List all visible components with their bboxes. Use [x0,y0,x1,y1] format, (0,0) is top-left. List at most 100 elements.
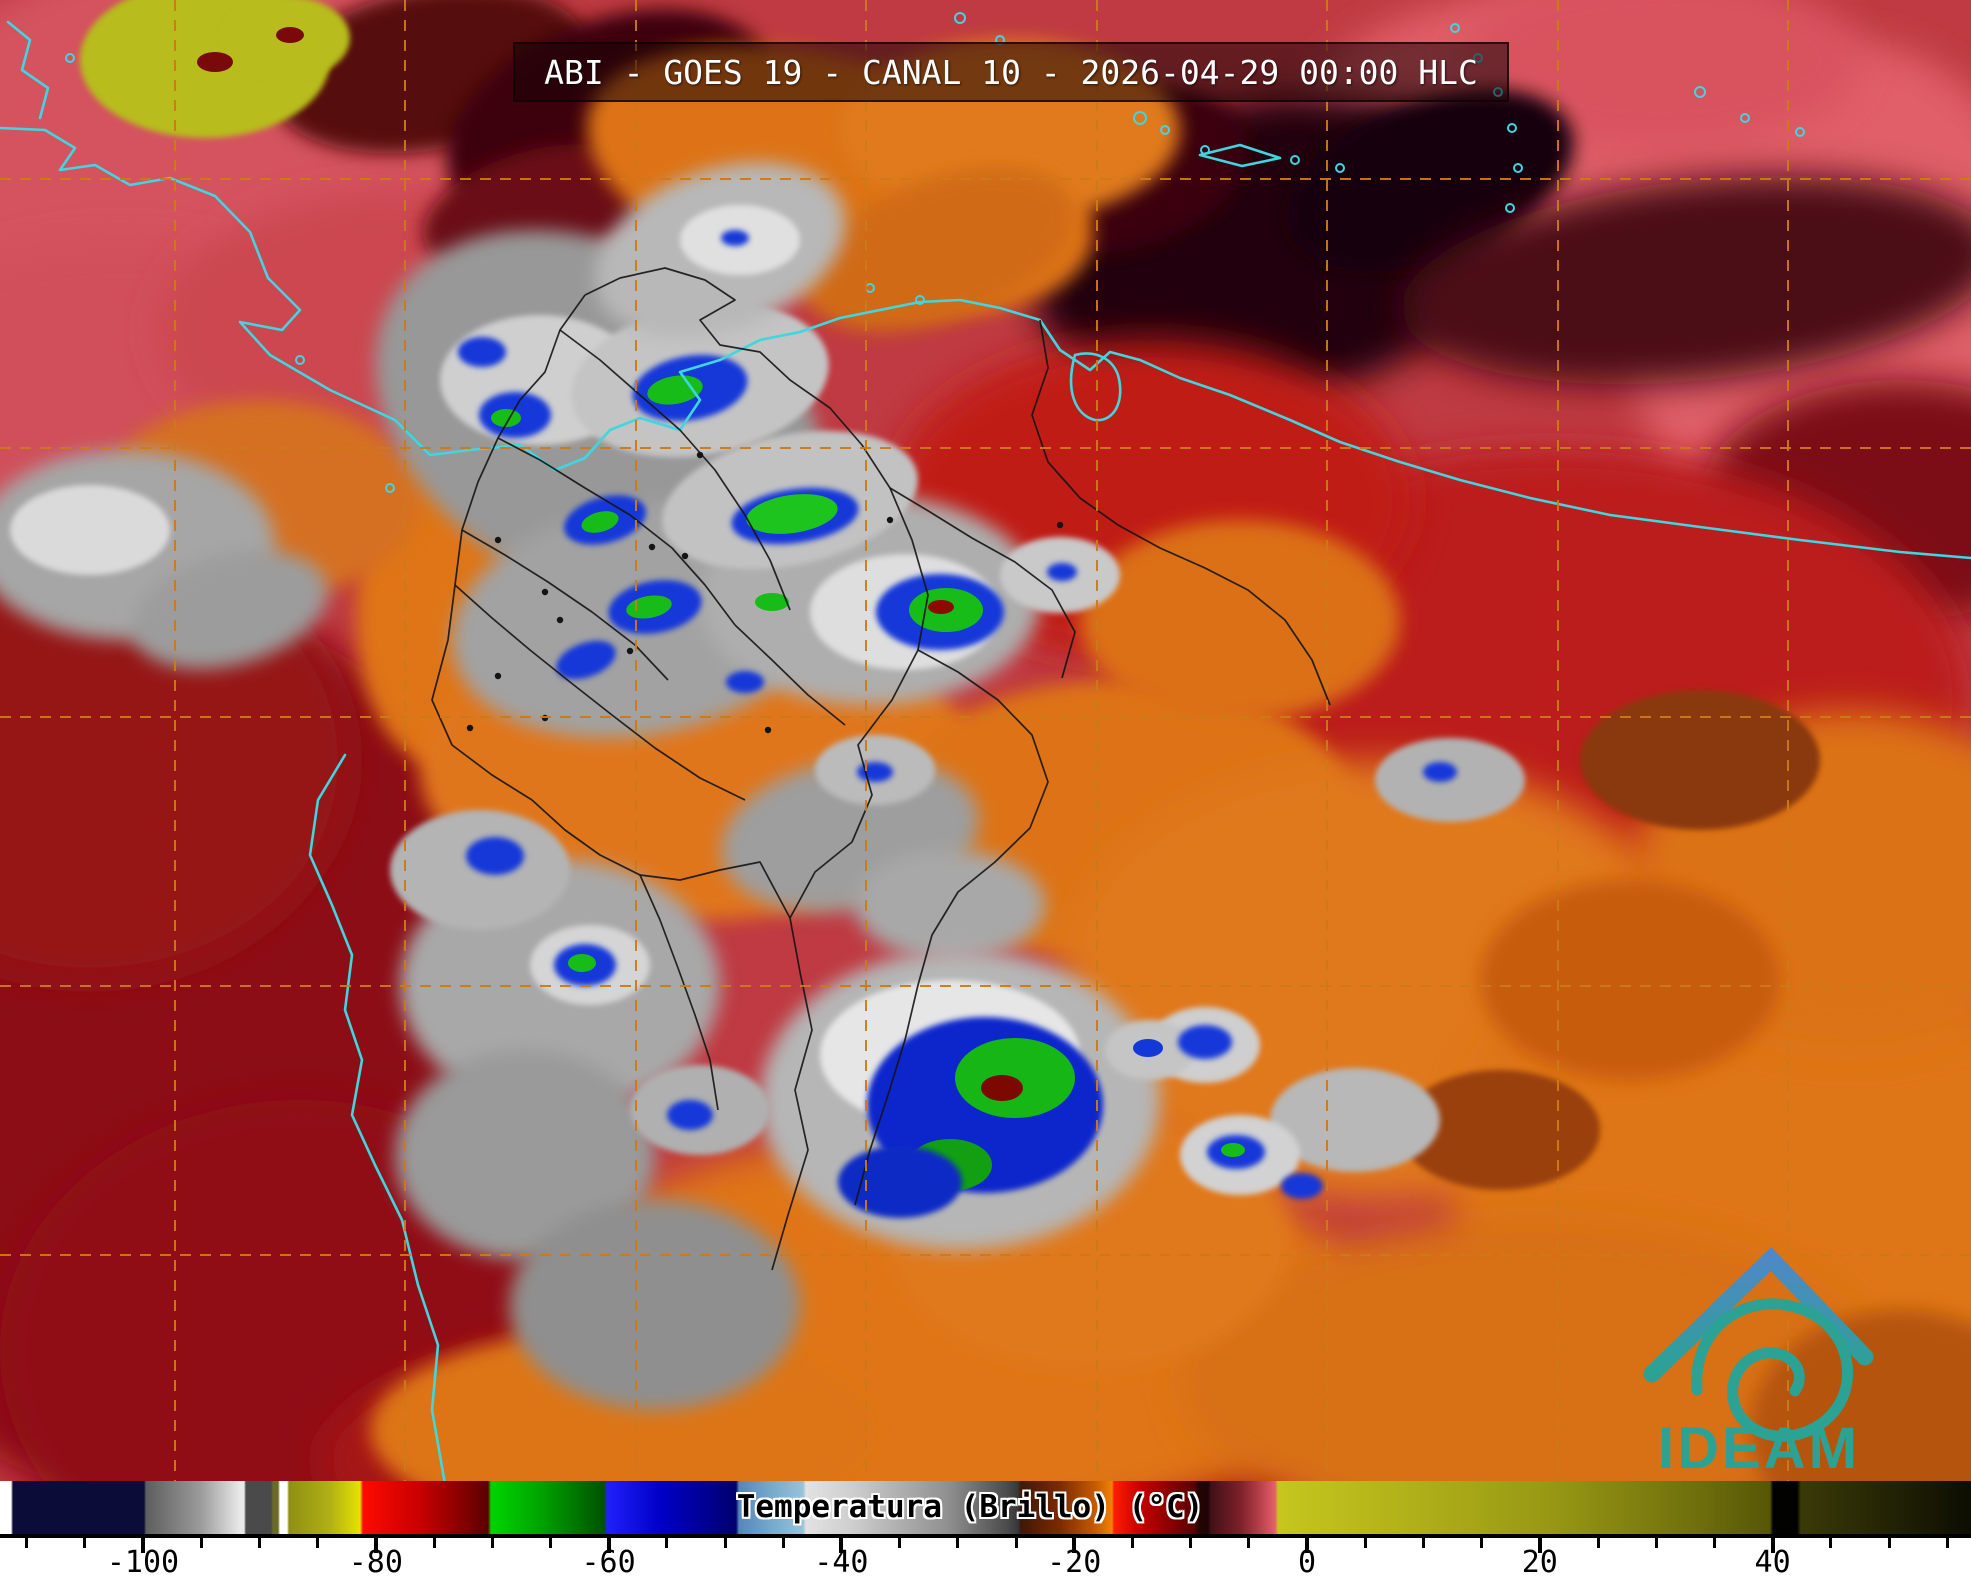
city-dot [541,588,549,596]
colorbar-minor-tick [1654,1538,1658,1548]
coastline [1069,352,1122,422]
country-border [454,584,746,801]
colorbar-minor-tick [432,1538,436,1548]
colorbar-major-tick [1537,1538,1542,1553]
island-outline [1200,145,1210,155]
colorbar-major-tick [839,1538,844,1553]
colorbar-major-tick [1072,1538,1077,1553]
city-dot [681,552,689,560]
cloud-blob [626,595,672,619]
coastline [1198,143,1282,168]
colorbar-major-tick [1305,1538,1309,1553]
cloud-blob [395,1050,655,1260]
city-dot [494,536,502,544]
colorbar-major-tick [373,1538,378,1553]
cloud-blob [1178,1025,1232,1059]
cloud-blob [197,52,233,72]
island-outline [65,53,75,63]
colorbar-minor-tick [548,1538,552,1548]
island-outline [1133,111,1147,125]
island-outline [915,295,925,305]
cloud-blob [726,671,764,693]
colorbar-tick-label: 40 [1754,1545,1791,1577]
colorbar-tick-label: -80 [348,1545,403,1577]
island-outline [1513,163,1523,173]
colorbar-minor-tick [83,1538,87,1548]
city-dot [648,543,656,551]
cloud-blob [667,1100,713,1130]
cloud-blob [568,954,596,972]
title-bar: ABI - GOES 19 - CANAL 10 - 2026-04-29 00… [513,42,1509,102]
city-dot [466,724,474,732]
country-border [889,487,1076,679]
colorbar-minor-tick [723,1538,727,1548]
cloud-blob [1423,762,1457,782]
cloud-blob [1047,563,1077,581]
colorbar-tick-label: -60 [581,1545,636,1577]
island-outline [1335,163,1345,173]
colorbar-minor-tick [781,1538,785,1548]
colorbar-axis [0,1534,1971,1538]
country-border [1031,319,1331,706]
colorbar [0,1481,1971,1534]
colorbar-minor-tick [199,1538,203,1548]
cloud-blob [466,837,524,875]
colorbar-minor-tick [956,1538,960,1548]
country-border [497,437,736,626]
city-dot [494,672,502,680]
island-outline [1795,127,1805,137]
country-border [639,874,719,1111]
colorbar-minor-tick [665,1538,669,1548]
colorbar-minor-tick [1829,1538,1833,1548]
cloud-blob [1480,880,1780,1080]
cloud-blob [1580,690,1820,830]
colorbar-minor-tick [1130,1538,1134,1548]
cloud-blob [928,600,954,614]
island-outline [1290,155,1300,165]
cloud-blob [581,511,619,533]
cloud-blob [1401,175,1971,385]
island-outline [295,355,305,365]
colorbar-minor-tick [1014,1538,1018,1548]
island-outline [1507,123,1517,133]
colorbar-major-tick [1770,1538,1775,1553]
colorbar-minor-tick [1480,1538,1484,1548]
city-dot [886,516,894,524]
satellite-map [0,0,1971,1484]
cloud-blob [510,1200,800,1410]
island-outline [1694,86,1706,98]
cloud-blob [755,593,789,611]
title-text: ABI - GOES 19 - CANAL 10 - 2026-04-29 00… [544,52,1478,92]
colorbar-major-tick [606,1538,611,1553]
colorbar-minor-tick [257,1538,261,1548]
country-border [854,649,1049,1206]
country-border [461,529,669,681]
island-outline [385,483,395,493]
cloud-blob [746,494,838,534]
colorbar-tick-label: 20 [1521,1545,1558,1577]
island-outline [954,12,966,24]
country-border [584,267,929,1271]
cloud-blob [132,550,328,670]
colorbar-minor-tick [1247,1538,1251,1548]
colorbar-label: Temperatura (Brillo) (°C) [736,1489,1204,1525]
colorbar-tick-label: -40 [814,1545,869,1577]
colorbar-minor-tick [1421,1538,1425,1548]
city-dot [626,647,634,655]
cloud-blob [10,485,170,575]
cloud-blob [1281,1173,1323,1199]
island-outline [1505,203,1515,213]
colorbar-major-tick [141,1538,145,1553]
colorbar-minor-tick [1945,1538,1949,1548]
colorbar-minor-tick [1712,1538,1716,1548]
colorbar-minor-tick [490,1538,494,1548]
colorbar-minor-tick [1887,1538,1891,1548]
colorbar-tick-label: -20 [1047,1545,1102,1577]
cloud-blob [1080,520,1400,720]
colorbar-minor-tick [1363,1538,1367,1548]
cloud-blob [276,27,304,43]
colorbar-tick-label: -100 [106,1545,180,1577]
coastline [308,753,447,1484]
cloud-blob [838,1146,962,1218]
